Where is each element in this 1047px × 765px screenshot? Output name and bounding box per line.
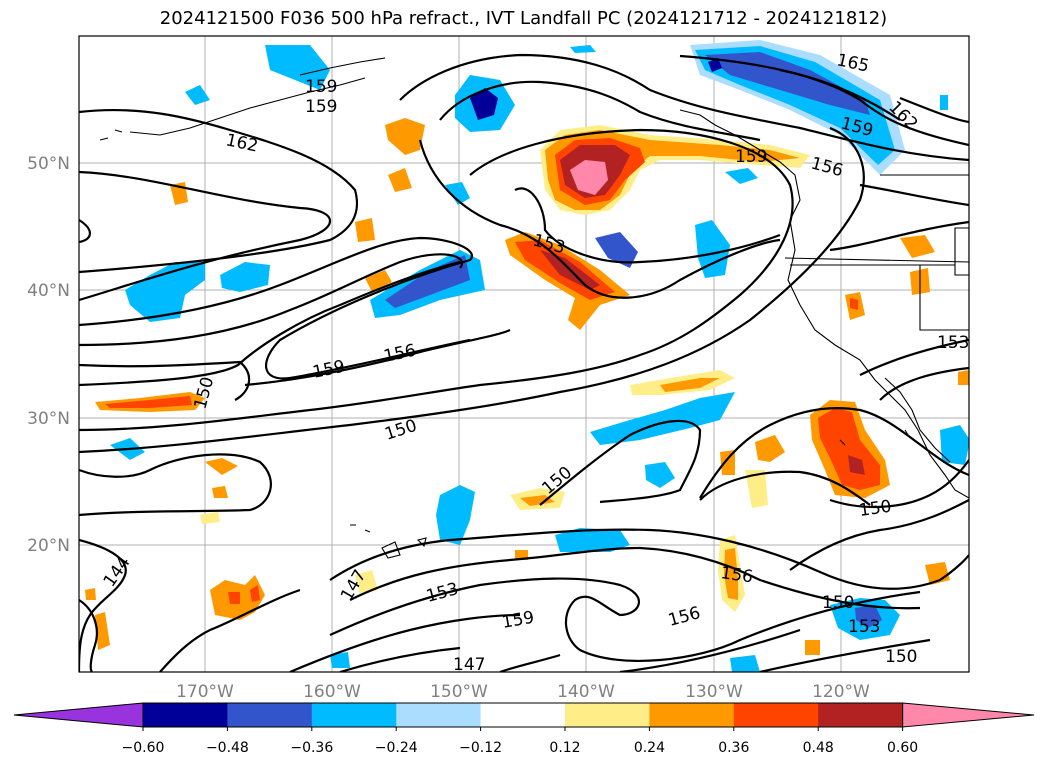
lon-tick: 150°W [430,682,488,702]
colorbar-swatch [227,703,313,727]
map-frame [78,35,970,673]
lon-tick: 170°W [176,682,234,702]
contour-label: 156 [719,563,754,587]
colorbar-extension-max [902,702,1035,728]
negative-anomaly-fills [110,40,969,672]
lat-tick: 30°N [27,409,70,429]
lon-tick: 160°W [303,682,361,702]
colorbar-tick-label: −0.48 [206,740,249,756]
contour-label: 159 [735,147,767,167]
colorbar-swatch [311,703,397,727]
colorbar-tick-label: 0.60 [887,740,918,756]
colorbar-swatch [143,703,228,727]
colorbar-tick-label: −0.12 [459,740,502,756]
contour-label: 159 [305,77,337,97]
contour-label: 150 [822,593,854,613]
map-background [79,36,969,672]
colorbar-swatch [649,703,735,727]
colorbar-tick-label: −0.24 [375,740,418,756]
height-contours [79,53,969,672]
positive-anomaly-fills [85,118,969,655]
lon-tick: 140°W [557,682,615,702]
lon-tick: 120°W [812,682,870,702]
colorbar-swatch [733,703,819,727]
contour-label: 153 [848,617,880,637]
colorbar-swatch [818,703,904,727]
colorbar-swatch [396,703,482,727]
contour-label: 150 [858,497,893,521]
contour-label: 153 [937,333,969,353]
latitude-tick-labels: 50°N 40°N 30°N 20°N [27,154,70,556]
colorbar-tick-label: 0.48 [803,740,834,756]
colorbar-tick-label: 0.36 [718,740,749,756]
contour-label: 159 [305,97,337,117]
lat-tick: 40°N [27,281,70,301]
coastlines [99,57,969,559]
longitude-tick-labels: 170°W 160°W 150°W 140°W 130°W 120°W [176,682,870,702]
colorbar-tick-labels: −0.60 −0.48 −0.36 −0.24 −0.12 0.12 0.24 0.36 0.4… [122,727,918,756]
contour-label: 147 [453,655,485,675]
colorbar [13,702,1035,728]
contour-label: 150 [885,647,917,667]
colorbar-swatch [480,703,566,727]
colorbar-extension-min [13,702,144,728]
colorbar-swatch [565,703,650,727]
lon-tick: 130°W [685,682,743,702]
colorbar-tick-label: −0.36 [290,740,333,756]
colorbar-tick-label: 0.24 [634,740,665,756]
lat-tick: 50°N [27,154,70,174]
colorbar-tick-label: −0.60 [122,740,165,756]
map-title: 2024121500 F036 500 hPa refract., IVT La… [159,8,888,29]
map-content: 159 159 162 162 165 159 156 159 156 153 … [79,36,969,675]
colorbar-frame [142,702,904,728]
colorbar-tick-label: 0.12 [549,740,580,756]
lat-tick: 20°N [27,536,70,556]
